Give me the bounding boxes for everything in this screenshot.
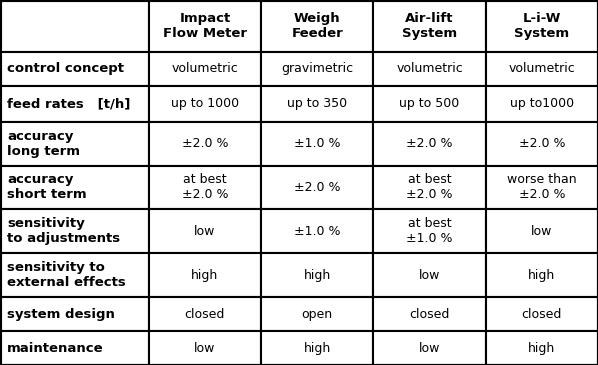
Bar (373, 210, 486, 253)
Text: volumetric: volumetric (396, 62, 463, 75)
Text: worse than
±2.0 %: worse than ±2.0 % (507, 173, 576, 201)
Text: Impact
Flow Meter: Impact Flow Meter (163, 12, 247, 40)
Bar (149, 253, 261, 297)
Bar (0, 0, 149, 52)
Text: up to1000: up to1000 (509, 97, 574, 110)
Text: low: low (419, 342, 440, 354)
Text: ±2.0 %: ±2.0 % (406, 137, 453, 150)
Text: volumetric: volumetric (508, 62, 575, 75)
Text: L-i-W
System: L-i-W System (514, 12, 569, 40)
Text: up to 1000: up to 1000 (171, 97, 239, 110)
Text: system design: system design (7, 308, 115, 320)
Text: ±1.0 %: ±1.0 % (294, 137, 340, 150)
Bar (0, 86, 149, 122)
Text: low: low (194, 225, 216, 238)
Text: volumetric: volumetric (172, 62, 238, 75)
Text: high: high (191, 269, 218, 282)
Bar (0, 122, 149, 166)
Bar (373, 0, 486, 52)
Bar (486, 331, 598, 365)
Text: accuracy
short term: accuracy short term (7, 173, 87, 201)
Text: closed: closed (185, 308, 225, 320)
Bar (486, 297, 598, 331)
Bar (261, 52, 373, 86)
Bar (0, 210, 149, 253)
Text: Weigh
Feeder: Weigh Feeder (291, 12, 343, 40)
Bar (373, 331, 486, 365)
Bar (0, 52, 149, 86)
Bar (486, 52, 598, 86)
Bar (149, 122, 261, 166)
Text: maintenance: maintenance (7, 342, 104, 354)
Bar (373, 122, 486, 166)
Bar (149, 166, 261, 210)
Bar (261, 210, 373, 253)
Text: high: high (528, 342, 556, 354)
Text: feed rates   [t/h]: feed rates [t/h] (7, 97, 130, 110)
Bar (373, 297, 486, 331)
Bar (261, 122, 373, 166)
Text: high: high (528, 269, 556, 282)
Bar (0, 253, 149, 297)
Text: open: open (301, 308, 332, 320)
Text: low: low (419, 269, 440, 282)
Text: high: high (304, 342, 331, 354)
Bar (373, 166, 486, 210)
Bar (373, 52, 486, 86)
Text: sensitivity
to adjustments: sensitivity to adjustments (7, 218, 120, 245)
Text: up to 500: up to 500 (399, 97, 460, 110)
Bar (486, 166, 598, 210)
Bar (0, 166, 149, 210)
Bar (261, 331, 373, 365)
Text: control concept: control concept (7, 62, 124, 75)
Text: ±1.0 %: ±1.0 % (294, 225, 340, 238)
Text: at best
±2.0 %: at best ±2.0 % (182, 173, 228, 201)
Text: closed: closed (521, 308, 562, 320)
Bar (149, 331, 261, 365)
Bar (0, 331, 149, 365)
Bar (373, 253, 486, 297)
Bar (149, 0, 261, 52)
Text: accuracy
long term: accuracy long term (7, 130, 80, 158)
Text: at best
±2.0 %: at best ±2.0 % (406, 173, 453, 201)
Bar (0, 297, 149, 331)
Bar (261, 86, 373, 122)
Bar (261, 0, 373, 52)
Text: low: low (531, 225, 553, 238)
Bar (149, 86, 261, 122)
Bar (486, 0, 598, 52)
Bar (149, 297, 261, 331)
Text: ±2.0 %: ±2.0 % (182, 137, 228, 150)
Bar (486, 210, 598, 253)
Bar (261, 253, 373, 297)
Text: up to 350: up to 350 (287, 97, 347, 110)
Bar (486, 86, 598, 122)
Text: high: high (304, 269, 331, 282)
Text: Air-lift
System: Air-lift System (402, 12, 457, 40)
Text: ±2.0 %: ±2.0 % (294, 181, 340, 194)
Text: gravimetric: gravimetric (281, 62, 353, 75)
Bar (486, 122, 598, 166)
Bar (486, 253, 598, 297)
Text: ±2.0 %: ±2.0 % (518, 137, 565, 150)
Bar (149, 52, 261, 86)
Text: closed: closed (410, 308, 450, 320)
Bar (261, 166, 373, 210)
Bar (149, 210, 261, 253)
Bar (261, 297, 373, 331)
Text: at best
±1.0 %: at best ±1.0 % (406, 218, 453, 245)
Bar (373, 86, 486, 122)
Text: low: low (194, 342, 216, 354)
Text: sensitivity to
external effects: sensitivity to external effects (7, 261, 126, 289)
